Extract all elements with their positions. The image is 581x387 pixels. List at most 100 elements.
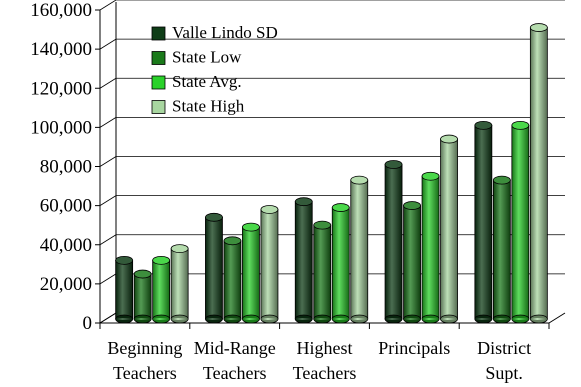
bar (223, 236, 242, 324)
bar-body (205, 216, 223, 320)
side-gridline (99, 156, 117, 167)
bar (242, 222, 260, 324)
bar (313, 220, 332, 324)
y-tick-labels: 0 20,000 40,000 60,000 80,000 100,000 120,000 1… (30, 0, 92, 334)
y-tick-label: 100,000 (30, 117, 92, 138)
bar-base-fill (242, 318, 259, 320)
y-tick-label: 140,000 (30, 39, 92, 60)
legend-swatch (151, 75, 166, 90)
bar (492, 175, 511, 324)
bar-top (242, 222, 260, 232)
axes (95, 2, 566, 329)
bar (350, 175, 369, 324)
bar-body (529, 27, 548, 320)
bar-top (260, 205, 279, 214)
bar-base-fill (153, 318, 170, 320)
bar (152, 255, 171, 324)
category-label: Teachers (113, 363, 177, 383)
category-labels: Beginning Teachers Mid-Range Teachers Highes… (107, 338, 531, 383)
bar (403, 201, 421, 324)
category-label: Highest (297, 338, 353, 358)
bar-body (403, 205, 421, 320)
y-tick-label: 80,000 (40, 157, 92, 178)
legend-item: State Avg. (151, 72, 242, 91)
legend-item: State Low (151, 48, 242, 67)
side-gridline (99, 38, 117, 50)
bar-top (403, 201, 421, 210)
y-tick-label: 20,000 (40, 274, 92, 295)
bar-body (492, 179, 511, 320)
bar-top (440, 134, 458, 144)
bar-base-fill (493, 318, 510, 320)
bar-base-fill (295, 318, 312, 320)
y-tick-label: 0 (83, 313, 93, 334)
bar-base-fill (422, 318, 439, 320)
bar-body (260, 209, 279, 320)
bar-base-fill (530, 318, 547, 320)
bar (170, 244, 189, 324)
bar-base-fill (116, 318, 133, 320)
bar-top (529, 23, 548, 32)
bar-body (242, 226, 260, 320)
bar-top (294, 197, 313, 207)
bar-base-fill (512, 318, 529, 320)
category-label: Supt. (485, 363, 523, 383)
bar (529, 23, 548, 324)
bar-body (152, 259, 171, 320)
legend-label: State Low (172, 48, 242, 67)
side-gridline (99, 0, 117, 11)
y-tick-label: 120,000 (30, 78, 92, 99)
bar-top (152, 255, 171, 265)
legend-label: State Avg. (172, 72, 242, 91)
bar-top (384, 160, 403, 169)
bar-body (511, 124, 530, 320)
bar-base-fill (134, 318, 151, 320)
floor-edge (548, 312, 566, 324)
bar-top (313, 220, 332, 230)
bar-body (294, 201, 313, 320)
side-gridline (99, 117, 117, 128)
category-label: Teachers (293, 363, 357, 383)
bar-top (474, 120, 493, 130)
category-label: Mid-Range (194, 338, 276, 358)
bar (133, 269, 152, 324)
side-gridline (99, 195, 117, 206)
category-label: Principals (378, 338, 450, 358)
bar-top (223, 236, 242, 246)
bar (294, 197, 313, 324)
bar (474, 120, 493, 324)
legend-swatch (151, 100, 166, 114)
bar (511, 120, 530, 324)
bar-body (313, 224, 332, 320)
bar-base-fill (385, 318, 402, 320)
bar-body (133, 273, 152, 320)
side-gridline (99, 234, 117, 246)
bar-top (350, 175, 369, 185)
bar-base-fill (351, 318, 368, 320)
side-gridline (99, 77, 117, 89)
side-gridline (99, 273, 117, 285)
bar (384, 160, 403, 324)
bar-body (474, 124, 493, 320)
y-tick-label: 40,000 (40, 235, 92, 256)
bar-body (331, 207, 350, 320)
bar-base-fill (475, 318, 492, 320)
bar-base-fill (224, 318, 241, 320)
bar (421, 171, 440, 324)
bar-body (440, 138, 458, 320)
legend: Valle Lindo SD State Low State Avg. State H… (151, 23, 278, 116)
bar-top (170, 244, 189, 254)
legend-item: Valle Lindo SD (151, 23, 278, 42)
bar-top (205, 212, 223, 222)
bar-body (223, 240, 242, 320)
bars (115, 23, 548, 324)
bar-top (492, 175, 511, 185)
bar (260, 205, 279, 324)
bar-top (331, 203, 350, 212)
bar-body (384, 164, 403, 320)
floor-edge (99, 312, 117, 324)
legend-item: State High (151, 97, 245, 116)
bar-base-fill (261, 318, 278, 320)
bar-body (421, 175, 440, 320)
